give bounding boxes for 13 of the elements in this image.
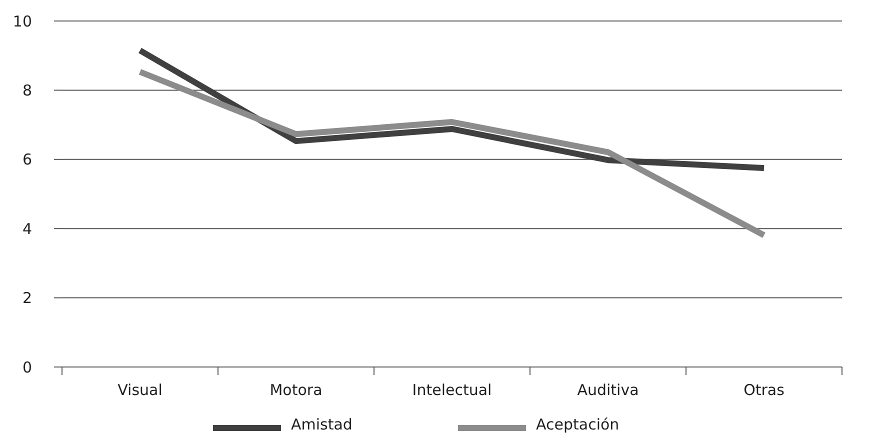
x-tick-label: Otras bbox=[744, 381, 785, 399]
y-tick-label: 10 bbox=[12, 12, 32, 30]
y-tick-label: 2 bbox=[22, 289, 32, 308]
y-tick-label: 0 bbox=[22, 358, 32, 376]
x-tick-label: Auditiva bbox=[577, 381, 639, 399]
x-tick-label: Motora bbox=[270, 381, 322, 399]
y-tick-label: 8 bbox=[22, 81, 32, 100]
y-tick-label: 4 bbox=[22, 220, 32, 238]
legend-label: Amistad bbox=[291, 415, 352, 434]
x-tick-label: Intelectual bbox=[412, 381, 492, 399]
x-tick-label: Visual bbox=[118, 381, 162, 399]
legend-label: Aceptación bbox=[536, 415, 620, 434]
y-tick-label: 6 bbox=[22, 150, 32, 169]
